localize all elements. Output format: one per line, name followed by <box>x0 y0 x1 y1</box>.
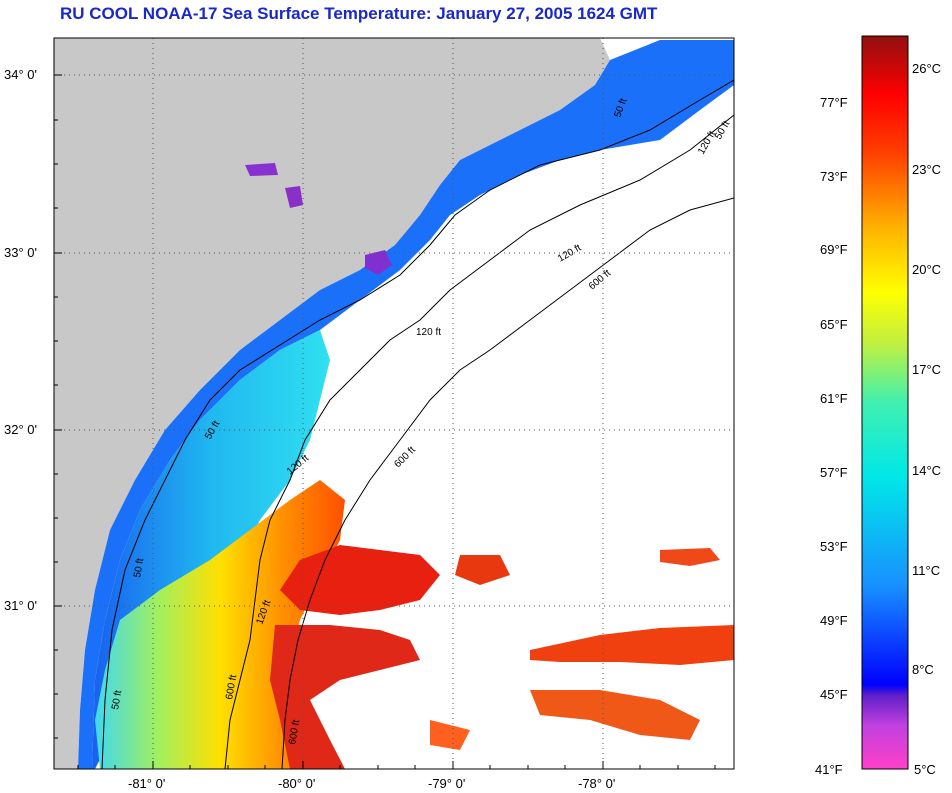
gulf-stream-patch-2 <box>270 625 420 769</box>
contour-600ft <box>281 197 734 769</box>
y-tick-label: 31° 0' <box>4 598 37 613</box>
land-mass <box>54 38 610 769</box>
colorbar-f-label: 61°F <box>820 391 848 406</box>
colorbar <box>861 35 909 770</box>
gulf-stream-patch-4 <box>530 690 700 740</box>
cold-spot-1 <box>365 250 392 275</box>
y-tick-label: 34° 0' <box>4 67 37 82</box>
contour-label: 50 ft <box>110 689 124 710</box>
contour-120ft <box>224 114 734 769</box>
colorbar-c-label: 26°C <box>912 61 942 76</box>
x-tick-label: -79° 0' <box>428 776 466 791</box>
colorbar-f-label: 57°F <box>820 465 848 480</box>
colorbar-f-label: 41°F <box>815 762 843 777</box>
nearshore-cold-water <box>78 40 734 769</box>
colorbar-f-label: 49°F <box>820 613 848 628</box>
colorbar-c-label: 5°C <box>914 762 936 777</box>
x-tick-label: -78° 0' <box>578 776 616 791</box>
map-frame <box>53 37 735 770</box>
colorbar-c-label: 8°C <box>912 662 934 677</box>
x-tick-label: -80° 0' <box>278 776 316 791</box>
contour-50ft <box>101 79 734 769</box>
colorbar-f-label: 69°F <box>820 242 848 257</box>
colorbar-c-label: 20°C <box>912 262 942 277</box>
gulf-stream-patch-1 <box>280 545 440 615</box>
gulf-stream-patch-7 <box>430 720 470 750</box>
contour-label: 600 ft <box>224 674 239 701</box>
contour-label: 50 ft <box>132 557 146 578</box>
colorbar-c-label: 23°C <box>912 162 942 177</box>
colorbar-f-label: 73°F <box>820 169 848 184</box>
cold-spot-3 <box>285 186 303 208</box>
contour-label: 120 ft <box>416 327 441 338</box>
colorbar-f-label: 53°F <box>820 539 848 554</box>
axis-ticks <box>54 74 716 769</box>
cold-spot-2 <box>245 163 278 176</box>
gulf-stream-patch-5 <box>455 555 510 585</box>
x-tick-label: -81° 0' <box>128 776 166 791</box>
y-tick-label: 32° 0' <box>4 422 37 437</box>
map-title: RU COOL NOAA-17 Sea Surface Temperature:… <box>60 4 658 23</box>
colorbar-f-label: 45°F <box>820 687 848 702</box>
colorbar-c-label: 17°C <box>912 362 942 377</box>
colorbar-f-label: 77°F <box>820 95 848 110</box>
colorbar-f-label: 65°F <box>820 317 848 332</box>
y-tick-label: 33° 0' <box>4 245 37 260</box>
gulf-stream-patch-6 <box>660 548 720 566</box>
colorbar-c-label: 14°C <box>912 463 942 478</box>
contour-label: 600 ft <box>287 719 302 746</box>
grid-lines <box>54 38 734 769</box>
gulf-stream-patch-3 <box>530 625 734 665</box>
colorbar-c-label: 11°C <box>912 563 941 578</box>
